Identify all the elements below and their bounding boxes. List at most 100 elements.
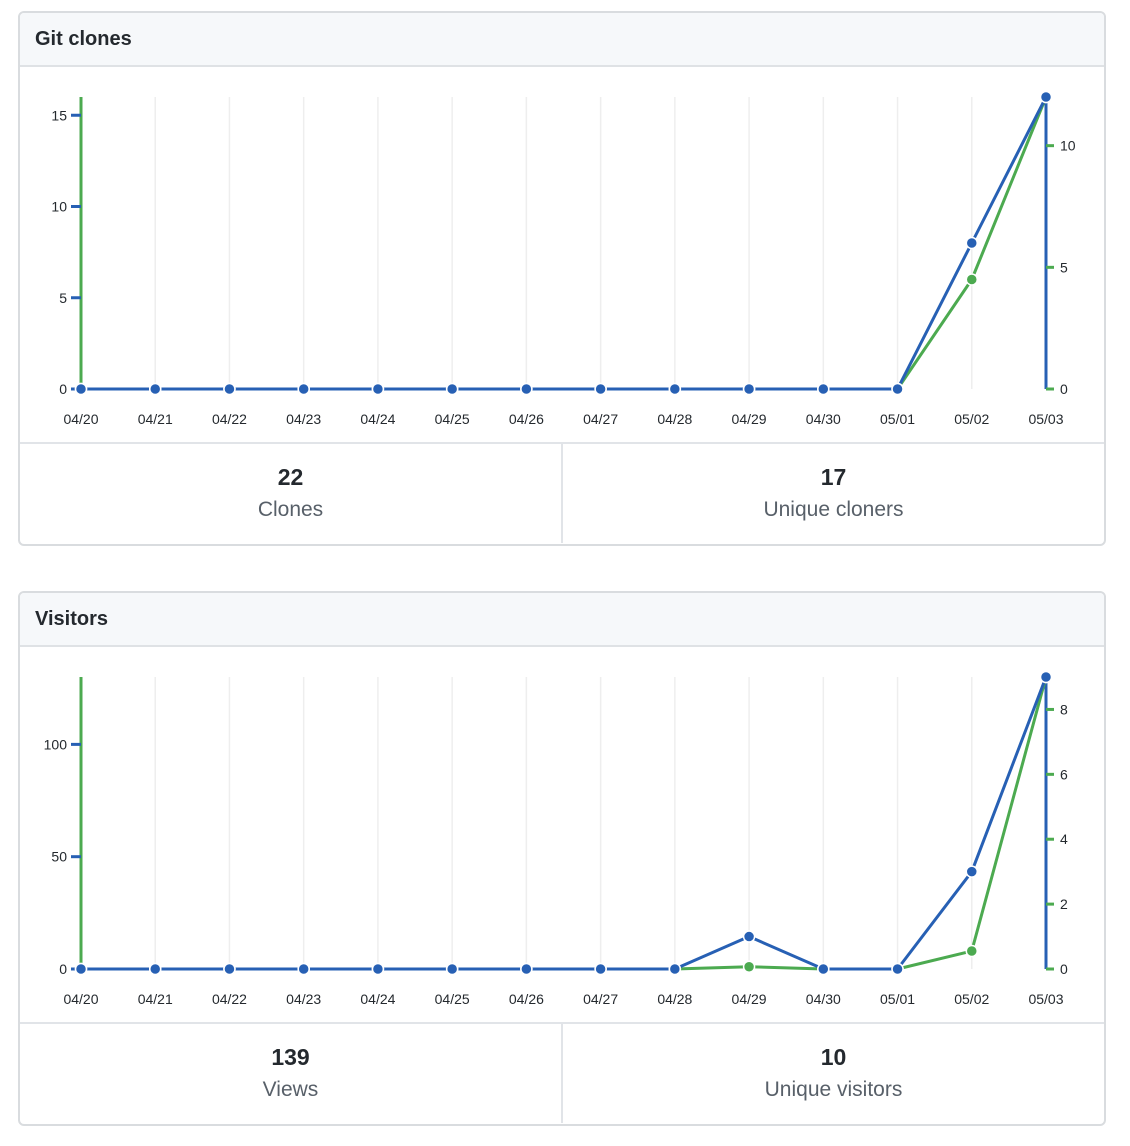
- clones-x-tick-label: 04/25: [435, 411, 470, 427]
- clones-point-unique[interactable]: [148, 382, 162, 396]
- clones-x-tick-label: 05/03: [1028, 411, 1063, 427]
- clones-unique-value: 17: [820, 463, 847, 490]
- visitors-x-tick-label: 04/23: [286, 991, 321, 1007]
- visitors-x-tick-label: 05/02: [954, 991, 989, 1007]
- visitors-total-cell: 139 Views: [20, 1024, 561, 1123]
- visitors-left-tick-label: 0: [59, 961, 67, 977]
- visitors-point-unique[interactable]: [891, 962, 904, 976]
- clones-right-tick-label: 5: [1060, 259, 1068, 275]
- visitors-x-tick-label: 04/30: [806, 991, 841, 1007]
- visitors-right-tick-label: 4: [1060, 831, 1068, 847]
- visitors-point-unique[interactable]: [445, 962, 459, 976]
- visitors-point-unique[interactable]: [520, 962, 533, 976]
- visitors-chart-area: 0 50 100 0 2 4 6 8 04/20 04/21 04/22 04/23 04/24 04/2…: [20, 647, 1104, 1024]
- clones-point-unique[interactable]: [74, 382, 88, 396]
- clones-x-tick-label: 04/26: [509, 411, 544, 427]
- clones-point-unique[interactable]: [445, 382, 459, 396]
- visitors-x-tick-label: 04/22: [212, 991, 247, 1007]
- visitors-point-total[interactable]: [742, 960, 756, 974]
- visitors-point-unique[interactable]: [74, 962, 88, 976]
- visitors-point-total[interactable]: [965, 944, 979, 958]
- visitors-x-tick-label: 04/20: [63, 991, 98, 1007]
- clones-x-tick-label: 04/22: [212, 411, 247, 427]
- clones-x-tick-label: 04/30: [806, 411, 841, 427]
- visitors-point-unique[interactable]: [817, 962, 830, 976]
- clones-point-unique[interactable]: [668, 382, 682, 396]
- visitors-x-tick-label: 05/01: [880, 991, 915, 1007]
- visitors-point-unique[interactable]: [965, 865, 979, 878]
- clones-point-unique[interactable]: [520, 382, 533, 396]
- clones-point-unique[interactable]: [891, 382, 904, 396]
- clones-x-tick-label: 05/01: [880, 411, 915, 427]
- clones-x-tick-label: 04/21: [138, 411, 173, 427]
- clones-left-tick-label: 0: [59, 381, 67, 397]
- visitors-x-tick-label: 05/03: [1028, 991, 1063, 1007]
- clones-point-unique[interactable]: [223, 382, 236, 396]
- visitors-right-tick-label: 2: [1060, 896, 1068, 912]
- clones-point-unique[interactable]: [742, 382, 756, 396]
- clones-panel: Git clones 0 5 10 15 0 5 10 04/20 04/21 04/22 04/2…: [18, 11, 1106, 546]
- clones-total-cell: 22 Clones: [20, 444, 561, 543]
- visitors-series-line-unique: [81, 676, 1048, 971]
- clones-right-tick-label: 0: [1060, 381, 1068, 397]
- visitors-x-tick-label: 04/24: [360, 991, 395, 1007]
- clones-summary: 22 Clones 17 Unique cloners: [20, 444, 1104, 543]
- clones-x-tick-label: 04/28: [657, 411, 692, 427]
- clones-chart: 0 5 10 15 0 5 10 04/20 04/21 04/22 04/23 04/24 04/25…: [51, 90, 1076, 427]
- visitors-right-tick-label: 8: [1060, 701, 1068, 717]
- visitors-x-tick-label: 04/28: [657, 991, 692, 1007]
- visitors-point-unique[interactable]: [148, 962, 162, 976]
- clones-left-tick-label: 10: [51, 199, 67, 215]
- clones-x-tick-label: 05/02: [954, 411, 989, 427]
- clones-left-tick-label: 5: [59, 290, 67, 306]
- clones-total-label: Clones: [257, 497, 324, 521]
- clones-x-tick-label: 04/29: [732, 411, 767, 427]
- clones-right-tick-label: 10: [1060, 138, 1076, 154]
- clones-x-tick-label: 04/27: [583, 411, 618, 427]
- clones-x-tick-label: 04/23: [286, 411, 321, 427]
- clones-total-value: 22: [277, 463, 304, 490]
- visitors-unique-cell: 10 Unique visitors: [561, 1024, 1104, 1123]
- visitors-point-unique[interactable]: [297, 962, 310, 976]
- clones-x-tick-label: 04/24: [360, 411, 395, 427]
- visitors-point-unique[interactable]: [223, 962, 236, 976]
- clones-series-line-unique: [81, 96, 1048, 391]
- visitors-header: Visitors: [20, 593, 1104, 647]
- visitors-point-unique[interactable]: [668, 962, 682, 976]
- clones-point-unique[interactable]: [297, 382, 310, 396]
- visitors-total-label: Views: [262, 1077, 319, 1101]
- visitors-x-tick-label: 04/29: [732, 991, 767, 1007]
- clones-point-total[interactable]: [965, 273, 979, 286]
- visitors-point-unique[interactable]: [1039, 670, 1053, 684]
- visitors-point-unique[interactable]: [371, 962, 385, 976]
- visitors-total-value: 139: [271, 1043, 310, 1070]
- clones-point-unique[interactable]: [1039, 90, 1053, 104]
- visitors-chart: 0 50 100 0 2 4 6 8 04/20 04/21 04/22 04/23 04/24 04/2…: [44, 670, 1068, 1007]
- visitors-point-unique[interactable]: [594, 962, 607, 976]
- visitors-x-tick-label: 04/26: [509, 991, 544, 1007]
- visitors-title: Visitors: [35, 607, 108, 630]
- visitors-right-tick-label: 0: [1060, 961, 1068, 977]
- clones-point-unique[interactable]: [371, 382, 385, 396]
- visitors-series-line-total: [81, 676, 1048, 971]
- visitors-point-unique[interactable]: [742, 930, 756, 943]
- clones-title: Git clones: [35, 27, 132, 50]
- clones-header: Git clones: [20, 13, 1104, 67]
- clones-left-tick-label: 15: [51, 107, 67, 123]
- visitors-left-tick-label: 100: [44, 736, 68, 752]
- visitors-summary: 139 Views 10 Unique visitors: [20, 1024, 1104, 1123]
- visitors-x-tick-label: 04/27: [583, 991, 618, 1007]
- clones-point-unique[interactable]: [817, 382, 830, 396]
- visitors-x-tick-label: 04/21: [138, 991, 173, 1007]
- visitors-panel: Visitors 0 50 100 0 2 4 6 8 04/20 04/21 04/22 04/23…: [18, 591, 1106, 1126]
- clones-unique-label: Unique cloners: [763, 497, 904, 521]
- visitors-unique-label: Unique visitors: [764, 1077, 903, 1101]
- clones-x-tick-label: 04/20: [63, 411, 98, 427]
- visitors-unique-value: 10: [820, 1043, 847, 1070]
- clones-point-unique[interactable]: [594, 382, 607, 396]
- visitors-x-tick-label: 04/25: [435, 991, 470, 1007]
- visitors-left-tick-label: 50: [51, 849, 67, 865]
- clones-point-unique[interactable]: [965, 236, 979, 250]
- visitors-right-tick-label: 6: [1060, 766, 1068, 782]
- clones-chart-area: 0 5 10 15 0 5 10 04/20 04/21 04/22 04/23 04/24 04/25…: [20, 67, 1104, 444]
